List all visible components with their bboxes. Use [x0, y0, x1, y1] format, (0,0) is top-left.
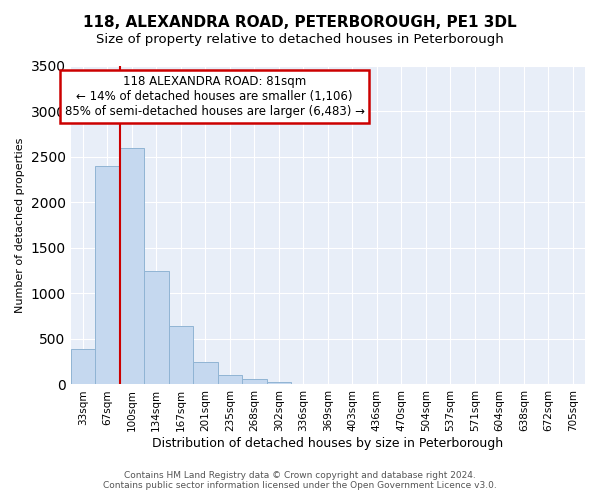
Bar — [119, 148, 144, 384]
Bar — [169, 326, 193, 384]
Text: 118, ALEXANDRA ROAD, PETERBOROUGH, PE1 3DL: 118, ALEXANDRA ROAD, PETERBOROUGH, PE1 3… — [83, 15, 517, 30]
Text: Contains HM Land Registry data © Crown copyright and database right 2024.
Contai: Contains HM Land Registry data © Crown c… — [103, 470, 497, 490]
Text: 118 ALEXANDRA ROAD: 81sqm
← 14% of detached houses are smaller (1,106)
85% of se: 118 ALEXANDRA ROAD: 81sqm ← 14% of detac… — [65, 75, 365, 118]
Bar — [71, 349, 95, 384]
X-axis label: Distribution of detached houses by size in Peterborough: Distribution of detached houses by size … — [152, 437, 503, 450]
Bar — [144, 270, 169, 384]
Bar — [242, 380, 266, 384]
Text: Size of property relative to detached houses in Peterborough: Size of property relative to detached ho… — [96, 32, 504, 46]
Y-axis label: Number of detached properties: Number of detached properties — [15, 138, 25, 312]
Bar — [218, 376, 242, 384]
Bar — [193, 362, 218, 384]
Bar — [266, 382, 291, 384]
Bar — [95, 166, 119, 384]
